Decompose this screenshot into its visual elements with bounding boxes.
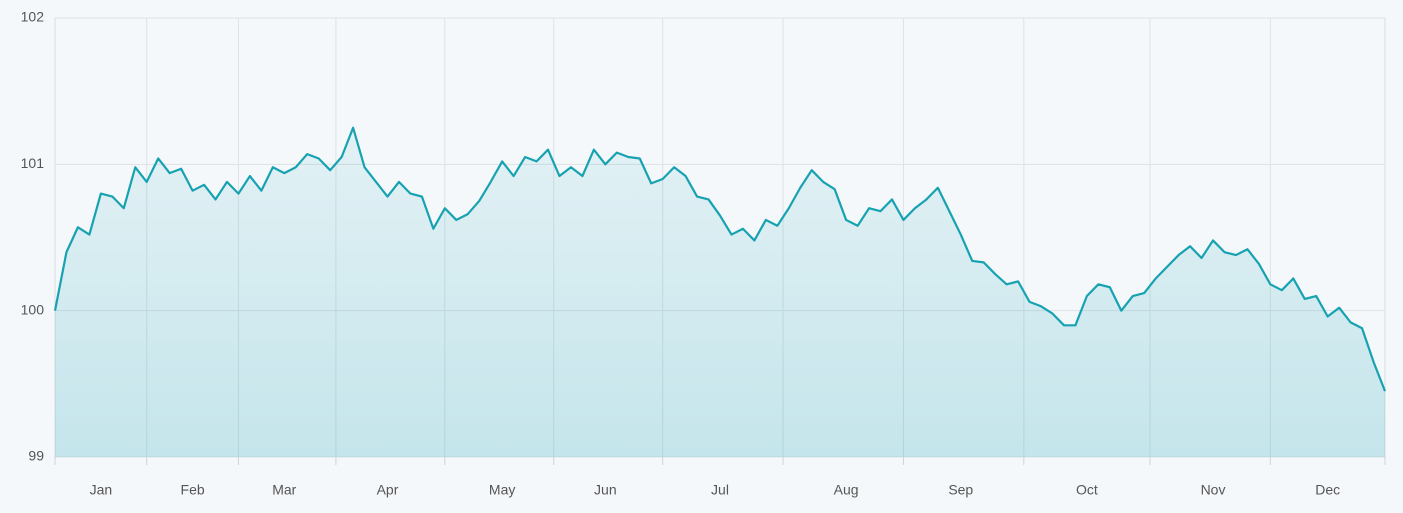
y-tick-label: 102 <box>21 9 45 25</box>
x-tick-label: Dec <box>1315 482 1340 498</box>
x-tick-label: Feb <box>181 482 205 498</box>
x-tick-label: Aug <box>834 482 859 498</box>
x-tick-label: Nov <box>1201 482 1226 498</box>
x-tick-label: Jun <box>594 482 617 498</box>
x-tick-label: Oct <box>1076 482 1098 498</box>
y-tick-label: 101 <box>21 155 45 171</box>
x-tick-label: May <box>489 482 515 498</box>
x-tick-label: Jan <box>90 482 113 498</box>
line <box>53 126 1387 392</box>
x-tick-label: Sep <box>948 482 973 498</box>
y-tick-label: 100 <box>21 301 45 317</box>
x-tick-label: Apr <box>377 482 399 498</box>
area <box>55 127 1385 457</box>
x-tick-label: Mar <box>272 482 296 498</box>
x-tick-label: Jul <box>711 482 729 498</box>
y-tick-label: 99 <box>28 448 44 464</box>
